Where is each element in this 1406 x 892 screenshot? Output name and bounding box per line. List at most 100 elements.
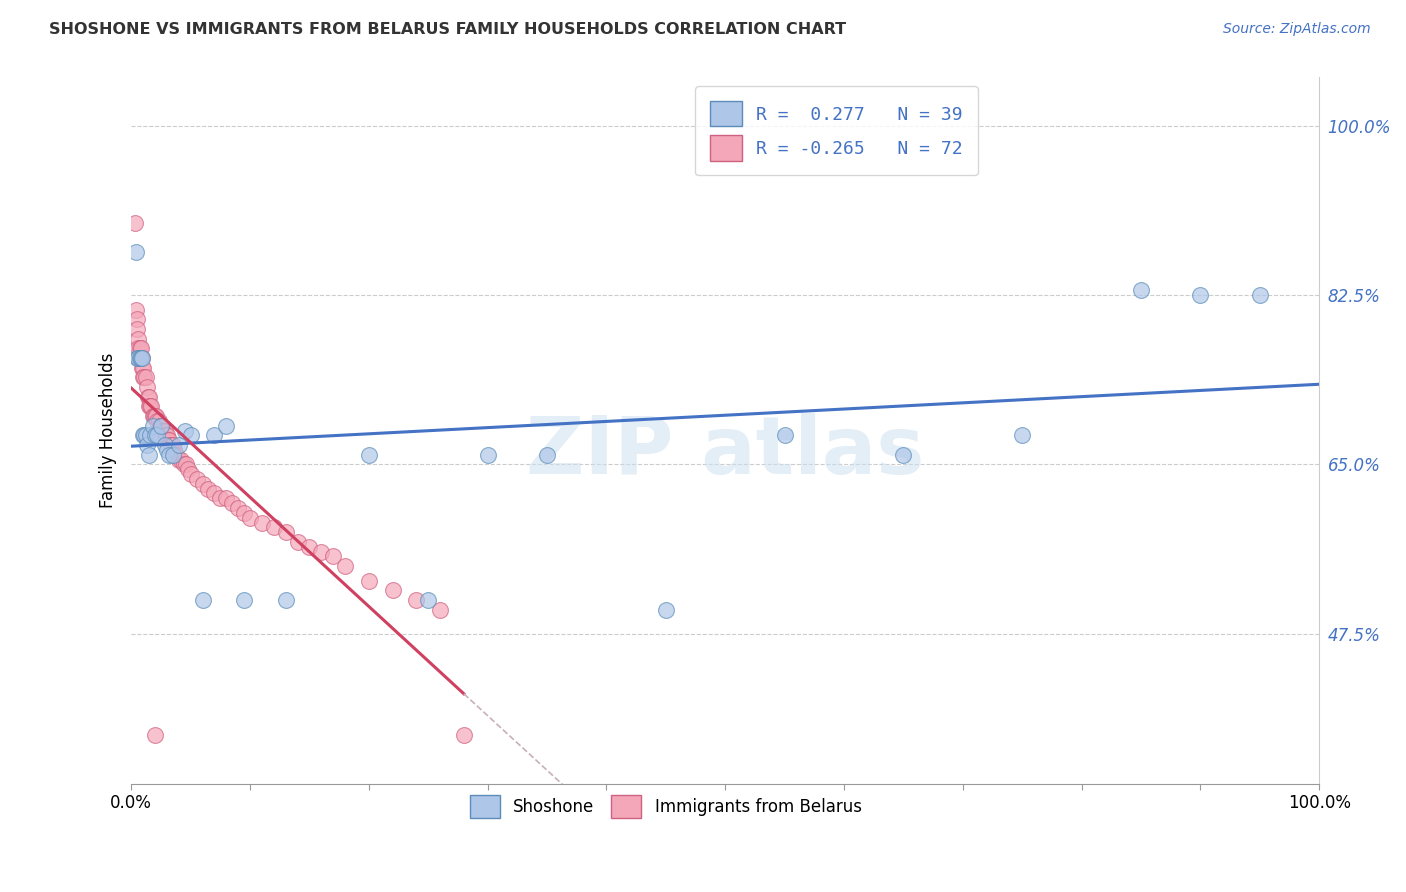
Point [197,482,219,496]
Point [167,452,190,467]
Point [136,390,159,404]
Point [167,438,190,452]
Point [132,360,155,375]
Point [357,574,380,588]
Point [125,244,148,259]
Point [135,438,157,452]
Point [1011,428,1033,442]
Point [163,442,186,457]
Point [132,370,155,384]
Point [159,438,181,452]
Point [135,380,157,394]
Point [209,491,232,506]
Point [180,467,202,482]
Point [655,602,678,616]
Point [773,428,796,442]
Text: SHOSHONE VS IMMIGRANTS FROM BELARUS FAMILY HOUSEHOLDS CORRELATION CHART: SHOSHONE VS IMMIGRANTS FROM BELARUS FAMI… [49,22,846,37]
Point [250,516,273,530]
Point [381,583,404,598]
Point [153,424,176,438]
Point [157,434,180,448]
Point [536,448,558,462]
Point [142,409,165,423]
Point [191,476,214,491]
Point [128,351,150,365]
Point [226,500,249,515]
Point [149,418,172,433]
Point [1249,288,1271,302]
Point [477,448,499,462]
Point [150,418,173,433]
Point [156,428,179,442]
Point [131,351,153,365]
Point [134,370,156,384]
Point [405,593,427,607]
Point [429,602,451,616]
Point [333,559,356,574]
Point [139,400,162,414]
Point [263,520,285,534]
Point [173,424,195,438]
Point [298,540,321,554]
Legend: Shoshone, Immigrants from Belarus: Shoshone, Immigrants from Belarus [464,788,869,825]
Point [287,534,309,549]
Point [134,370,156,384]
Point [311,544,333,558]
Point [153,438,176,452]
Point [131,360,153,375]
Point [129,351,152,365]
Point [274,593,297,607]
Point [156,442,179,457]
Point [180,428,202,442]
Point [143,409,166,423]
Point [143,728,166,742]
Point [165,448,187,462]
Point [146,428,169,442]
Point [174,458,197,472]
Point [129,342,152,356]
Point [1130,283,1153,297]
Point [160,438,183,452]
Point [215,418,238,433]
Point [221,496,243,510]
Point [145,409,167,423]
Point [173,458,195,472]
Point [186,472,208,486]
Point [233,506,256,520]
Point [215,491,238,506]
Point [127,351,149,365]
Point [893,448,915,462]
Point [146,414,169,428]
Point [127,351,149,365]
Point [138,390,160,404]
Point [127,312,149,326]
Text: ZIP atlas: ZIP atlas [526,413,924,491]
Point [142,409,165,423]
Point [157,434,180,448]
Point [239,510,262,524]
Point [357,448,380,462]
Point [322,549,344,564]
Point [152,424,174,438]
Point [143,428,166,442]
Point [142,418,165,433]
Point [157,448,180,462]
Point [138,448,160,462]
Point [128,351,150,365]
Point [127,342,149,356]
Point [418,593,440,607]
Point [134,428,156,442]
Point [202,428,225,442]
Point [1189,288,1212,302]
Point [127,332,149,346]
Point [128,342,150,356]
Point [202,486,225,500]
Point [129,351,152,365]
Point [132,428,155,442]
Point [453,728,475,742]
Point [170,452,193,467]
Point [191,593,214,607]
Point [274,525,297,540]
Point [162,438,184,452]
Point [177,462,200,476]
